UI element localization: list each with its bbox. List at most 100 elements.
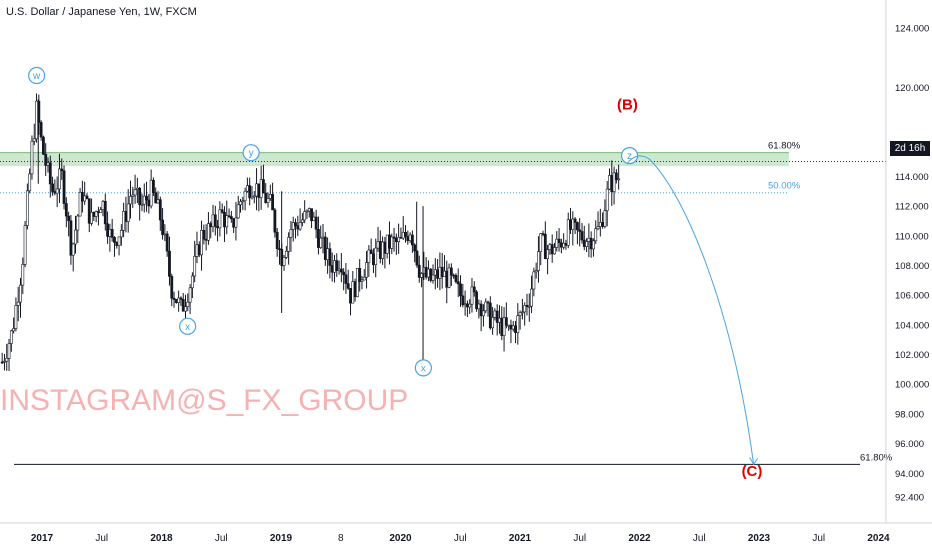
candle-body-153: [351, 281, 355, 304]
candle-body-175: [401, 232, 405, 239]
candle-body-230: [527, 305, 531, 308]
candle-body-47: [108, 229, 112, 237]
candle-body-205: [470, 286, 474, 305]
candle-body-157: [360, 279, 364, 282]
candle-body-141: [323, 236, 327, 260]
wave-label-0: w: [32, 71, 41, 82]
candle-body-200: [459, 283, 462, 297]
candle-body-152: [349, 288, 352, 304]
price-tick-1: 94.000: [895, 469, 924, 480]
candle-body-59: [135, 187, 139, 190]
candle-body-76: [174, 299, 178, 303]
candle-body-249: [571, 218, 575, 230]
candle-body-132: [303, 211, 307, 221]
candle-body-9: [21, 264, 25, 286]
candle-body-134: [307, 208, 311, 212]
fib-label-0: 61.80%: [768, 141, 801, 152]
candle-body-106: [243, 190, 247, 202]
candle-body-221: [507, 324, 511, 327]
candles: [0, 93, 621, 372]
candle-body-240: [550, 244, 554, 255]
abc-label-1: (C): [742, 463, 763, 480]
candle-body-178: [408, 234, 412, 241]
candle-body-164: [376, 241, 380, 249]
time-tick-4: 2019: [270, 533, 293, 544]
time-tick-5: 8: [338, 533, 344, 544]
fib-zone: [0, 152, 789, 167]
candle-body-77: [177, 297, 181, 303]
candle-body-56: [129, 196, 132, 205]
candle-body-58: [133, 189, 137, 196]
candle-body-70: [161, 219, 164, 235]
candle-body-78: [179, 297, 183, 300]
fib-label-1: 50.00%: [768, 181, 801, 192]
candle-body-267: [612, 172, 616, 192]
candle-body-92: [211, 214, 215, 228]
candle-body-212: [486, 301, 490, 304]
candle-body-198: [454, 275, 458, 282]
countdown-tag: 2d 16h: [890, 141, 930, 156]
candle-body-112: [257, 183, 261, 198]
candle-body-42: [97, 211, 100, 213]
wave-marker-2: [242, 144, 260, 162]
candle-body-27: [62, 170, 66, 204]
time-tick-11: Jul: [693, 533, 706, 544]
candle-body-139: [319, 237, 323, 248]
candle-body-219: [502, 317, 506, 336]
candle-body-64: [147, 199, 151, 207]
candle-body-90: [207, 223, 210, 241]
candle-body-127: [291, 222, 295, 230]
candle-body-110: [252, 195, 256, 198]
chart-title: U.S. Dollar / Japanese Yen, 1W, FXCM: [6, 6, 197, 18]
price-tick-9: 110.000: [895, 231, 929, 242]
candle-body-241: [553, 247, 556, 255]
wave-label-2: y: [249, 148, 254, 159]
candle-body-174: [399, 236, 403, 239]
candle-body-266: [610, 175, 614, 192]
candle-body-104: [239, 201, 242, 206]
time-axis[interactable]: 2017 Jul 2018 Jul 2019 8 2020 Jul 2021 Jul 2022 Jul…: [0, 522, 932, 544]
candle-body-60: [138, 187, 142, 205]
candle-body-82: [188, 287, 192, 303]
time-tick-6: 2020: [389, 533, 412, 544]
candle-body-45: [103, 201, 107, 225]
candle-body-250: [573, 218, 577, 223]
candle-body-214: [491, 317, 495, 329]
candle-body-263: [603, 210, 607, 227]
candle-body-245: [562, 242, 566, 248]
candle-body-65: [149, 179, 153, 207]
candle-body-228: [523, 305, 527, 313]
candle-body-111: [255, 183, 258, 197]
candle-body-63: [145, 195, 148, 201]
candle-body-269: [617, 178, 621, 181]
price-tick-13: 120.000: [895, 83, 929, 94]
candle-body-255: [585, 241, 588, 247]
candle-body-257: [589, 237, 593, 250]
candle-body-102: [234, 217, 238, 228]
candle-body-224: [514, 325, 517, 333]
candle-body-143: [328, 248, 332, 266]
candle-body-210: [482, 310, 485, 317]
candle-body-44: [101, 201, 105, 210]
candle-body-179: [410, 234, 414, 246]
candle-body-244: [559, 242, 563, 248]
candle-body-41: [94, 211, 98, 217]
candle-body-36: [83, 195, 87, 202]
candle-body-237: [543, 233, 547, 260]
candle-body-160: [367, 249, 371, 263]
wave-label-1: x: [185, 322, 190, 333]
candle-body-73: [168, 250, 171, 277]
price-axis[interactable]: 92.400 94.000 96.000 98.000 100.000 102.000 10…: [885, 0, 929, 523]
candle-body-199: [456, 281, 460, 285]
candle-body-89: [204, 238, 208, 241]
candle-body-93: [213, 214, 217, 227]
price-tick-2: 96.000: [895, 439, 924, 450]
candle-body-156: [358, 268, 362, 282]
candle-body-148: [339, 268, 343, 273]
candle-body-209: [479, 303, 483, 317]
candle-body-94: [216, 225, 219, 229]
candle-body-57: [131, 194, 135, 197]
candle-body-163: [374, 247, 378, 266]
candle-body-15: [35, 100, 38, 140]
